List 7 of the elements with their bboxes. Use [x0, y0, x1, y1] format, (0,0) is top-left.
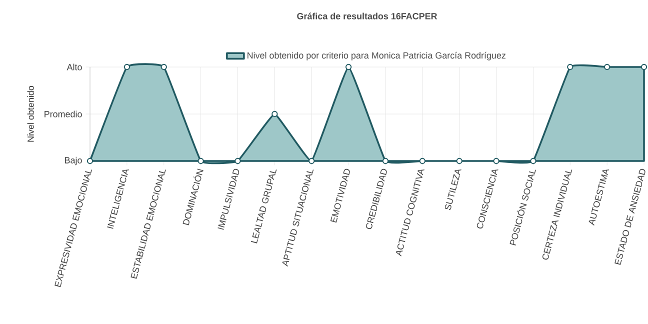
text: Bajo — [65, 156, 82, 166]
x-tick-label: LEALTAD GRUPAL — [250, 170, 277, 244]
text: Promedio — [44, 110, 82, 118]
legend-label: Nivel obtenido por criterio para Monica Patricia García Rodríguez — [248, 52, 506, 60]
chart-title: Gráfica de resultados 16FACPER — [297, 12, 438, 20]
text: Alto — [66, 64, 82, 70]
y-axis-title: Nivel obtenido — [27, 86, 34, 142]
